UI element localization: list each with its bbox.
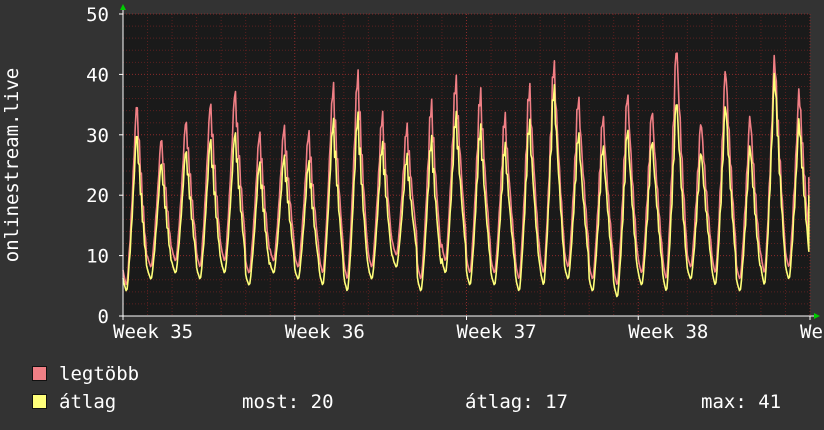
legend-item-avg: átlag (32, 391, 116, 413)
x-tick-label: Week 36 (285, 321, 365, 343)
y-tick-label: 20 (86, 185, 109, 207)
x-axis-arrow (814, 313, 820, 319)
stat-atlag: átlag: 17 (465, 391, 568, 413)
stat-max: max: 41 (701, 391, 782, 413)
y-tick-label: 50 (86, 4, 109, 26)
x-tick-label: Week 39 (800, 321, 824, 343)
x-tick-label: Week 38 (628, 321, 708, 343)
x-tick-label: Week 35 (113, 321, 193, 343)
legend-swatch-avg (32, 394, 47, 409)
series-line-avg (122, 72, 810, 298)
y-axis-label: onlinestream.live (1, 67, 23, 263)
y-tick-label: 40 (86, 64, 109, 86)
stat-most: most: 20 (242, 391, 334, 413)
legend-label-avg: átlag (59, 391, 117, 413)
y-tick-label: 0 (98, 306, 109, 328)
legend-label-max: legtöbb (59, 363, 140, 385)
legend-swatch-max (32, 366, 47, 381)
y-tick-label: 10 (86, 246, 109, 268)
y-tick-label: 30 (86, 125, 109, 147)
y-axis-arrow (120, 4, 126, 10)
legend-item-max: legtöbb (32, 363, 139, 385)
x-tick-label: Week 37 (457, 321, 537, 343)
